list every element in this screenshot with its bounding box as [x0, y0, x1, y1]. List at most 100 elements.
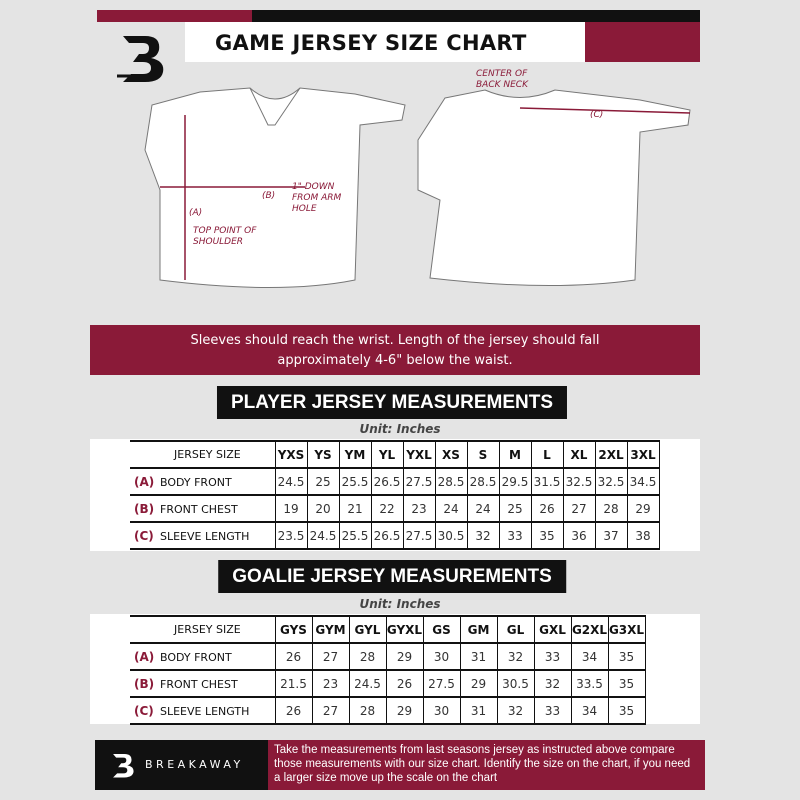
row-name: FRONT CHEST: [160, 677, 238, 691]
table-row: (A) BODY FRONT 26 27 28 29 30 31 32 33 34 35: [130, 642, 646, 671]
table-row: (B) FRONT CHEST 19 20 21 22 23 24 24 25 26 27 28 29: [130, 494, 660, 523]
measurement-cell: 30: [422, 696, 461, 725]
row-name: SLEEVE LENGTH: [160, 704, 250, 718]
measurement-cell: 26: [385, 669, 424, 698]
size-header: YM: [338, 440, 372, 469]
measurement-cell: 30.5: [496, 669, 535, 698]
measurement-cell: 24: [434, 494, 468, 523]
size-header: 2XL: [594, 440, 628, 469]
goalie-size-table: JERSEY SIZE GYS GYM GYL GYXL GS GM GL GXL G2XL G3X…: [130, 615, 646, 725]
measurement-cell: 26.5: [370, 467, 404, 496]
size-header: L: [530, 440, 564, 469]
measurement-cell: 26: [530, 494, 564, 523]
measurement-cell: 28.5: [466, 467, 500, 496]
measurement-cell: 27: [562, 494, 596, 523]
measurement-cell: 20: [306, 494, 340, 523]
measurement-cell: 35: [607, 642, 646, 671]
size-header: YXL: [402, 440, 436, 469]
goalie-heading: GOALIE JERSEY MEASUREMENTS: [218, 560, 566, 593]
size-header: GL: [496, 615, 535, 644]
row-letter: (B): [134, 676, 155, 691]
measurement-cell: 27: [311, 696, 350, 725]
size-header: GS: [422, 615, 461, 644]
header-row: JERSEY SIZE YXS YS YM YL YXL XS S M L XL 2XL 3XL: [130, 440, 660, 469]
measurement-cell: 32: [496, 642, 535, 671]
size-header: GYL: [348, 615, 387, 644]
header-row: JERSEY SIZE GYS GYM GYL GYXL GS GM GL GXL G2XL G3X…: [130, 615, 646, 644]
measurement-cell: 31: [459, 642, 498, 671]
size-header: YS: [306, 440, 340, 469]
size-header: GXL: [533, 615, 572, 644]
measurement-cell: 31.5: [530, 467, 564, 496]
jersey-diagram: [144, 87, 691, 288]
measurement-cell: 27.5: [422, 669, 461, 698]
measurement-cell: 32: [533, 669, 572, 698]
row-label: (B) FRONT CHEST: [130, 494, 276, 523]
label-c-note: CENTER OF BACK NECK: [476, 69, 528, 90]
measurement-cell: 27.5: [402, 467, 436, 496]
row-letter: (B): [134, 501, 155, 516]
back-jersey: [417, 89, 691, 287]
breakaway-logo-icon: [117, 36, 164, 82]
measurement-cell: 26.5: [370, 521, 404, 550]
size-header: YL: [370, 440, 404, 469]
row-name: SLEEVE LENGTH: [160, 529, 250, 543]
measurement-cell: 29: [459, 669, 498, 698]
size-header: S: [466, 440, 500, 469]
measurement-cell: 33: [533, 696, 572, 725]
fit-guidance-banner: Sleeves should reach the wrist. Length o…: [90, 325, 700, 375]
measurement-cell: 35: [607, 696, 646, 725]
footer-instructions: Take the measurements from last seasons …: [268, 740, 705, 790]
measurement-cell: 24.5: [274, 467, 308, 496]
measurement-cell: 26: [274, 696, 313, 725]
row-letter: (A): [134, 474, 155, 489]
row-label: (C) SLEEVE LENGTH: [130, 696, 276, 725]
measurement-cell: 34: [570, 642, 609, 671]
measurement-cell: 29: [385, 696, 424, 725]
label-b-note: 1" DOWN FROM ARM HOLE: [292, 182, 342, 214]
size-header: XS: [434, 440, 468, 469]
measurement-cell: 33.5: [570, 669, 609, 698]
measurement-cell: 27.5: [402, 521, 436, 550]
measurement-cell: 28: [348, 642, 387, 671]
measurement-cell: 25.5: [338, 521, 372, 550]
row-letter: (C): [134, 528, 154, 543]
row-letter: (A): [134, 649, 155, 664]
measurement-cell: 34: [570, 696, 609, 725]
size-header: GYM: [311, 615, 350, 644]
measurement-cell: 36: [562, 521, 596, 550]
measurement-cell: 34.5: [626, 467, 660, 496]
row-label: (C) SLEEVE LENGTH: [130, 521, 276, 550]
measurement-cell: 30: [422, 642, 461, 671]
top-dark-bar: [252, 10, 700, 22]
measurement-cell: 21: [338, 494, 372, 523]
size-header: GYXL: [385, 615, 424, 644]
measurement-cell: 37: [594, 521, 628, 550]
measurement-cell: 28: [348, 696, 387, 725]
footer-brand-name: BREAKAWAY: [145, 758, 244, 771]
page-title: GAME JERSEY SIZE CHART: [185, 22, 585, 62]
measurement-cell: 31: [459, 696, 498, 725]
measurement-cell: 23: [402, 494, 436, 523]
measurement-cell: 32.5: [594, 467, 628, 496]
row-letter: (C): [134, 703, 154, 718]
label-a: (A): [189, 208, 203, 218]
row-name: FRONT CHEST: [160, 502, 238, 516]
measurement-cell: 32: [496, 696, 535, 725]
row-name: BODY FRONT: [160, 475, 232, 489]
size-header: GYS: [274, 615, 313, 644]
size-header: G2XL: [570, 615, 609, 644]
size-header: 3XL: [626, 440, 660, 469]
measurement-cell: 29: [385, 642, 424, 671]
label-b: (B): [262, 191, 276, 201]
title-accent-block: [585, 22, 700, 62]
measurement-cell: 23.5: [274, 521, 308, 550]
measurement-cell: 27: [311, 642, 350, 671]
measurement-cell: 21.5: [274, 669, 313, 698]
measurement-cell: 32.5: [562, 467, 596, 496]
player-unit: Unit: Inches: [359, 422, 441, 436]
measurement-cell: 38: [626, 521, 660, 550]
jersey-size-header: JERSEY SIZE: [130, 615, 276, 644]
goalie-unit: Unit: Inches: [359, 597, 441, 611]
measurement-cell: 24: [466, 494, 500, 523]
